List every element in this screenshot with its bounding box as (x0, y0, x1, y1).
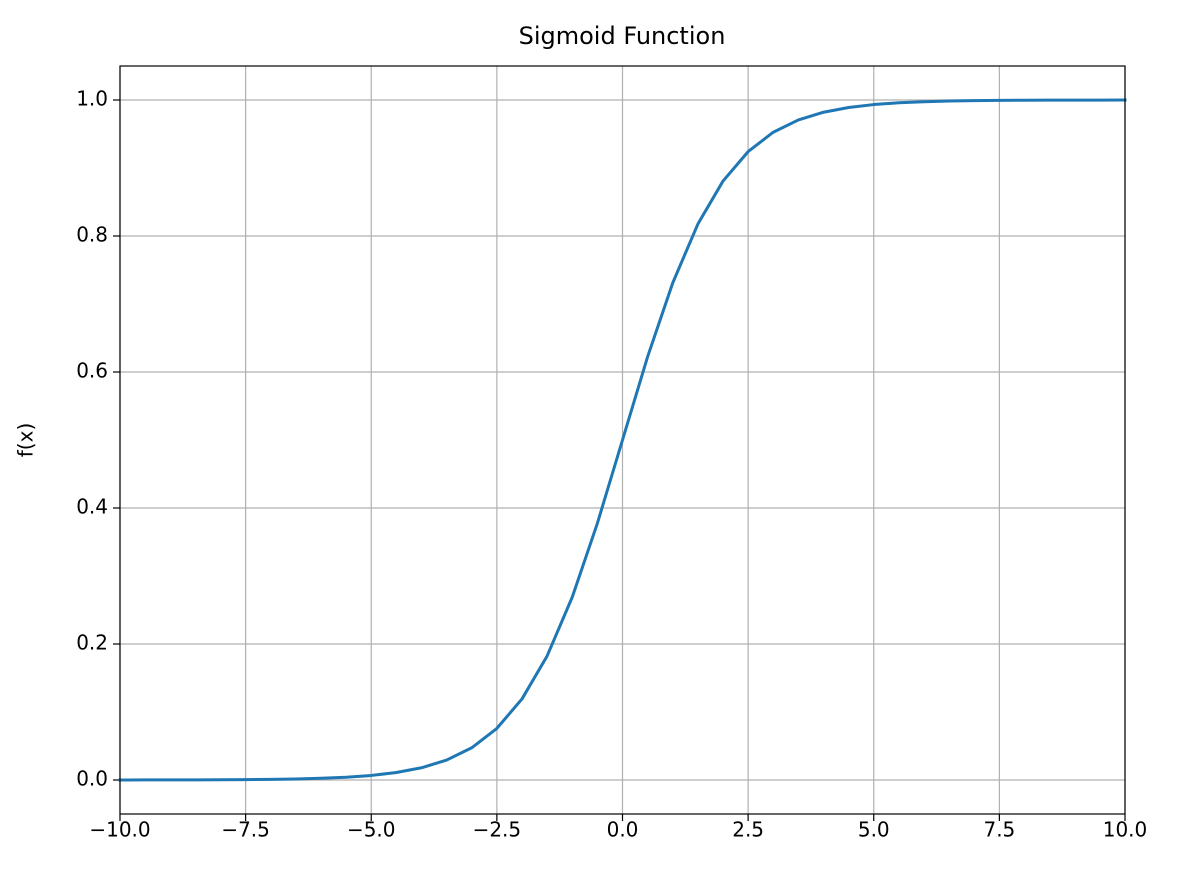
y-tick-label: 0.6 (76, 359, 108, 383)
x-tick-label: 0.0 (607, 818, 639, 842)
y-tick-label: 0.0 (76, 767, 108, 791)
x-tick-label: −7.5 (221, 818, 270, 842)
y-tick-label: 1.0 (76, 87, 108, 111)
x-tick-label: 5.0 (858, 818, 890, 842)
y-tick-label: 0.4 (76, 495, 108, 519)
x-tick-label: −10.0 (89, 818, 150, 842)
x-tick-label: 10.0 (1103, 818, 1148, 842)
plot-frame (119, 65, 1126, 815)
line-series (118, 98, 1127, 782)
y-axis-label: f(x) (14, 423, 38, 457)
chart-title: Sigmoid Function (519, 22, 726, 50)
y-tick-label: 0.8 (76, 223, 108, 247)
y-tick-label: 0.2 (76, 631, 108, 655)
x-tick-label: −5.0 (347, 818, 396, 842)
x-tick-label: 2.5 (732, 818, 764, 842)
x-tick-label: −2.5 (473, 818, 522, 842)
x-axis-label: x (616, 873, 628, 880)
x-tick-label: 7.5 (983, 818, 1015, 842)
